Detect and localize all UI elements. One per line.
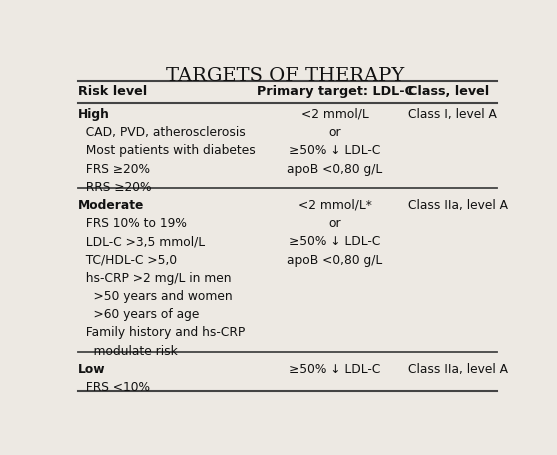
Text: LDL-C >3,5 mmol/L: LDL-C >3,5 mmol/L [78,235,206,248]
Text: FRS <10%: FRS <10% [78,381,150,394]
Text: modulate risk: modulate risk [78,345,178,358]
Text: apoB <0,80 g/L: apoB <0,80 g/L [287,162,383,176]
Text: RRS ≥20%: RRS ≥20% [78,181,152,194]
Text: Family history and hs-CRP: Family history and hs-CRP [78,327,246,339]
Text: TARGETS OF THERAPY: TARGETS OF THERAPY [167,67,404,85]
Text: Risk level: Risk level [78,85,148,98]
Text: >50 years and women: >50 years and women [78,290,233,303]
Text: TC/HDL-C >5,0: TC/HDL-C >5,0 [78,253,177,267]
Text: Class IIa, level A: Class IIa, level A [408,363,509,376]
Text: ≥50% ↓ LDL-C: ≥50% ↓ LDL-C [290,144,381,157]
Text: Class, level: Class, level [408,85,490,98]
Text: Moderate: Moderate [78,199,145,212]
Text: FRS 10% to 19%: FRS 10% to 19% [78,217,187,230]
Text: or: or [329,217,341,230]
Text: FRS ≥20%: FRS ≥20% [78,162,150,176]
Text: <2 mmol/L*: <2 mmol/L* [298,199,372,212]
Text: ≥50% ↓ LDL-C: ≥50% ↓ LDL-C [290,363,381,376]
Text: hs-CRP >2 mg/L in men: hs-CRP >2 mg/L in men [78,272,232,285]
Text: Low: Low [78,363,106,376]
Text: Class I, level A: Class I, level A [408,108,497,121]
Text: apoB <0,80 g/L: apoB <0,80 g/L [287,253,383,267]
Text: <2 mmol/L: <2 mmol/L [301,108,369,121]
Text: >60 years of age: >60 years of age [78,308,199,321]
Text: Class IIa, level A: Class IIa, level A [408,199,509,212]
Text: High: High [78,108,110,121]
Text: Primary target: LDL-C: Primary target: LDL-C [257,85,414,98]
Text: CAD, PVD, atherosclerosis: CAD, PVD, atherosclerosis [78,126,246,139]
Text: ≥50% ↓ LDL-C: ≥50% ↓ LDL-C [290,235,381,248]
Text: Most patients with diabetes: Most patients with diabetes [78,144,256,157]
Text: or: or [329,126,341,139]
